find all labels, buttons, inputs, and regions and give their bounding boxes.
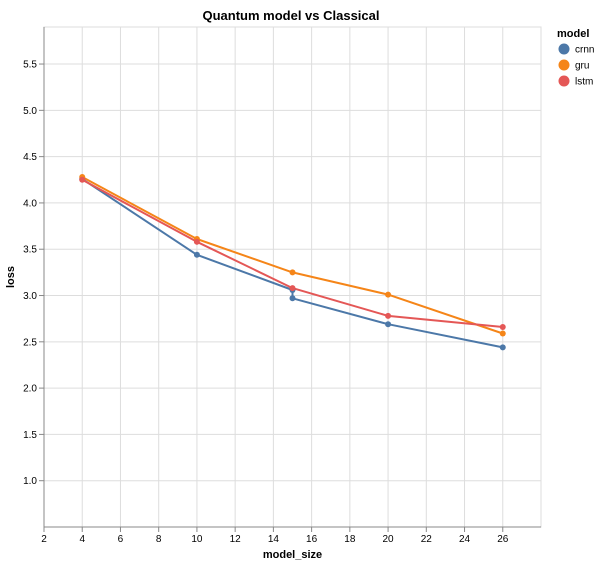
legend-label-crnn: crnn bbox=[575, 45, 594, 56]
x-tick-label: 24 bbox=[459, 534, 471, 545]
data-point-crnn bbox=[289, 295, 296, 302]
y-tick-label: 3.0 bbox=[23, 291, 37, 302]
data-point-gru bbox=[289, 269, 296, 276]
legend-title: model bbox=[557, 28, 589, 40]
data-point-gru bbox=[385, 291, 392, 298]
x-tick-label: 4 bbox=[79, 534, 85, 545]
series-line-lstm bbox=[81, 178, 503, 328]
series-points bbox=[79, 174, 506, 351]
data-point-lstm bbox=[385, 312, 392, 319]
x-tick-label: 14 bbox=[268, 534, 280, 545]
axes: 2 4 6 8 10 12 14 16 18 20 22 24 261.01.52.02.53.03.5… bbox=[23, 27, 541, 545]
x-tick-label: 2 bbox=[41, 534, 47, 545]
data-point-lstm bbox=[79, 176, 86, 183]
x-tick-label: 6 bbox=[118, 534, 124, 545]
data-point-crnn bbox=[385, 321, 392, 328]
x-tick-label: 22 bbox=[421, 534, 433, 545]
chart-title: Quantum model vs Classical bbox=[202, 8, 379, 23]
x-tick-label: 26 bbox=[497, 534, 509, 545]
x-tick-label: 12 bbox=[230, 534, 242, 545]
x-axis-title: model_size bbox=[263, 549, 322, 561]
plot-frame bbox=[43, 26, 542, 528]
y-tick-label: 3.5 bbox=[23, 245, 37, 256]
legend-label-lstm: lstm bbox=[575, 77, 593, 88]
y-axis-title: loss bbox=[5, 266, 17, 288]
data-point-crnn bbox=[499, 344, 506, 351]
y-tick-label: 2.5 bbox=[23, 337, 37, 348]
legend-label-gru: gru bbox=[575, 61, 589, 72]
series-line-crnn bbox=[81, 178, 503, 349]
x-tick-label: 8 bbox=[156, 534, 162, 545]
gridlines bbox=[43, 27, 541, 527]
legend-swatch-lstm bbox=[558, 75, 570, 87]
data-point-crnn bbox=[193, 251, 200, 258]
data-point-lstm bbox=[499, 324, 506, 330]
legend-swatch-gru bbox=[558, 59, 570, 71]
legend: model crnn gru lstm bbox=[557, 28, 594, 88]
series-line-gru bbox=[81, 176, 504, 335]
x-tick-label: 16 bbox=[306, 534, 318, 545]
y-tick-label: 2.0 bbox=[23, 384, 37, 395]
y-tick-label: 1.0 bbox=[23, 476, 37, 487]
data-point-lstm bbox=[289, 285, 296, 292]
y-tick-label: 1.5 bbox=[23, 430, 37, 441]
y-tick-label: 5.0 bbox=[23, 106, 37, 117]
y-tick-label: 5.5 bbox=[23, 60, 37, 71]
data-point-lstm bbox=[193, 238, 200, 245]
y-tick-label: 4.5 bbox=[23, 152, 37, 163]
y-tick-label: 4.0 bbox=[23, 198, 37, 209]
x-tick-label: 20 bbox=[383, 534, 395, 545]
x-tick-label: 18 bbox=[344, 534, 356, 545]
x-tick-label: 10 bbox=[191, 534, 203, 545]
legend-swatch-crnn bbox=[558, 43, 570, 55]
data-point-gru bbox=[499, 330, 506, 337]
